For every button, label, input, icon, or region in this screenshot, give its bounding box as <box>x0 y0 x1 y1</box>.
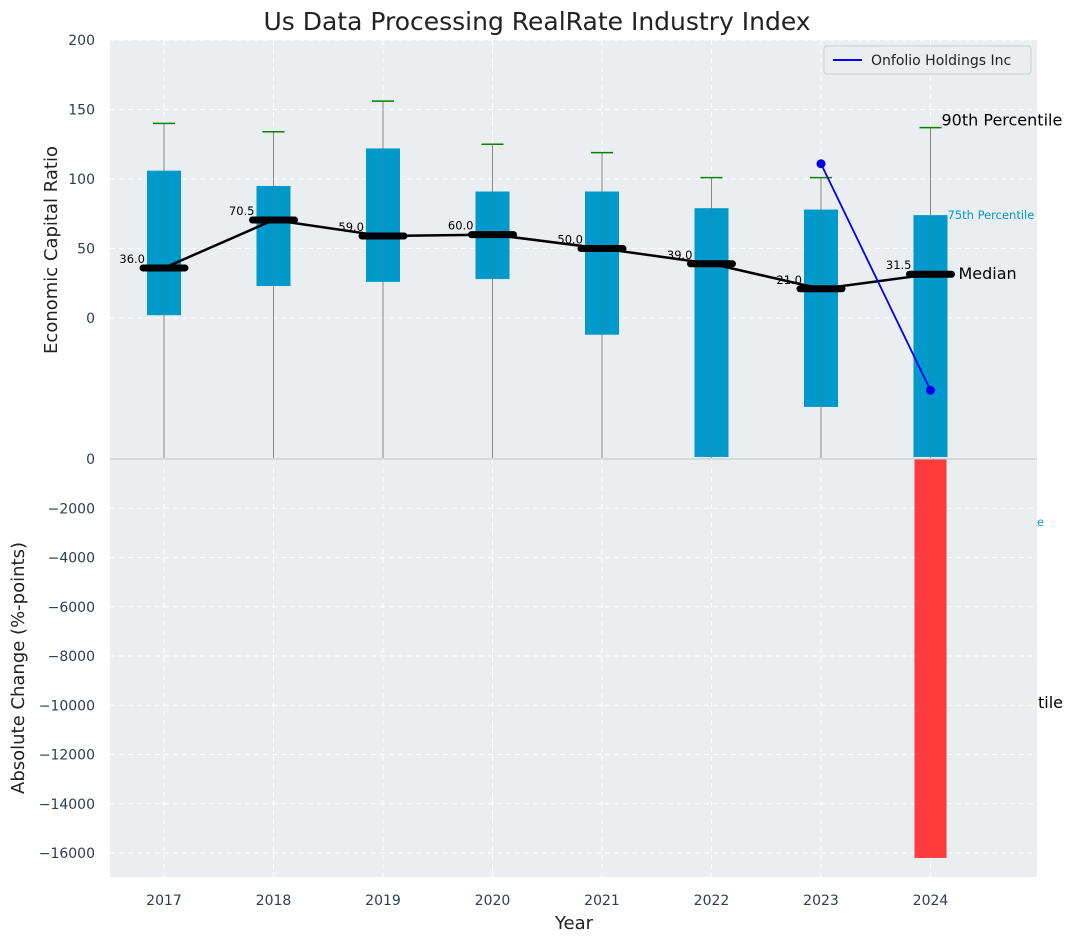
bottom-grid <box>110 458 1041 877</box>
x-axis-label: Year <box>554 913 594 934</box>
bars-layer <box>914 459 947 858</box>
median-layer: 36.0 70.5 59.0 60.0 50.0 39.0 21.0 31.5 <box>119 204 955 293</box>
top-y-axis-label: Economic Capital Ratio <box>41 146 62 354</box>
x-tick-label: 2020 <box>475 893 511 909</box>
bottom-y-tick-label: −2000 <box>48 501 95 517</box>
company-point <box>926 385 935 395</box>
top-y-tick-label: 100 <box>68 172 95 188</box>
bottom-y-tick-label: −12000 <box>39 748 95 764</box>
x-tick-label: 2019 <box>365 893 401 909</box>
company-line <box>820 163 932 391</box>
top-plot-area <box>110 40 1037 459</box>
x-tick-label: 2024 <box>913 893 949 909</box>
top-y-tick-label: 0 <box>86 311 95 327</box>
bottom-y-tick-label: −4000 <box>48 551 95 567</box>
median-value-label: 59.0 <box>338 220 364 234</box>
bottom-y-tick-label: −16000 <box>39 846 95 862</box>
chart-title: Us Data Processing RealRate Industry Ind… <box>263 7 810 36</box>
x-tick-label: 2018 <box>256 893 292 909</box>
median-value-label: 21.0 <box>776 273 802 287</box>
annotation-layer: 90th Percentile 75th Percentile Median e til… <box>942 111 1064 712</box>
top-y-tick-label: 150 <box>68 103 95 119</box>
median-value-label: 31.5 <box>886 258 912 272</box>
median-value-label: 70.5 <box>229 204 255 218</box>
median-value-label: 36.0 <box>119 252 145 266</box>
bottom-y-tick-label: −10000 <box>39 698 95 714</box>
bottom-y-tick-label: −6000 <box>48 600 95 616</box>
bottom-y-tick-label: 0 <box>86 452 95 468</box>
legend-box <box>823 45 1032 75</box>
company-layer <box>816 159 935 395</box>
x-tick-label: 2023 <box>803 893 839 909</box>
annotation-median: Median <box>959 264 1017 283</box>
company-point <box>816 159 826 169</box>
annotation-75th-percentile: 75th Percentile <box>948 208 1035 222</box>
legend: Onfolio Holdings Inc <box>823 45 1032 75</box>
overflow-label-fragment: e <box>1037 515 1044 529</box>
median-value-label: 50.0 <box>557 233 583 247</box>
legend-label-onfolio: Onfolio Holdings Inc <box>871 53 1011 69</box>
annotation-90th-percentile: 90th Percentile <box>942 111 1063 130</box>
median-value-label: 39.0 <box>667 248 693 262</box>
bottom-y-tick-label: −8000 <box>48 649 95 665</box>
bottom-y-axis-label: Absolute Change (%-points) <box>8 542 29 794</box>
top-y-tick-label: 50 <box>77 242 95 258</box>
median-value-label: 60.0 <box>448 219 474 233</box>
bottom-plot-area <box>110 459 1037 877</box>
x-tick-label: 2017 <box>146 893 182 909</box>
bottom-y-tick-label: −14000 <box>39 797 95 813</box>
axes-layer: 200 150 100 50 0 0 −2000 −4000 −6000 −8000 −10000 −… <box>39 33 1037 909</box>
x-tick-label: 2022 <box>694 893 730 909</box>
top-y-tick-label: 200 <box>68 33 95 49</box>
x-tick-label: 2021 <box>584 893 620 909</box>
change-bar <box>914 459 947 858</box>
overflow-label-fragment: tile <box>1038 693 1063 712</box>
